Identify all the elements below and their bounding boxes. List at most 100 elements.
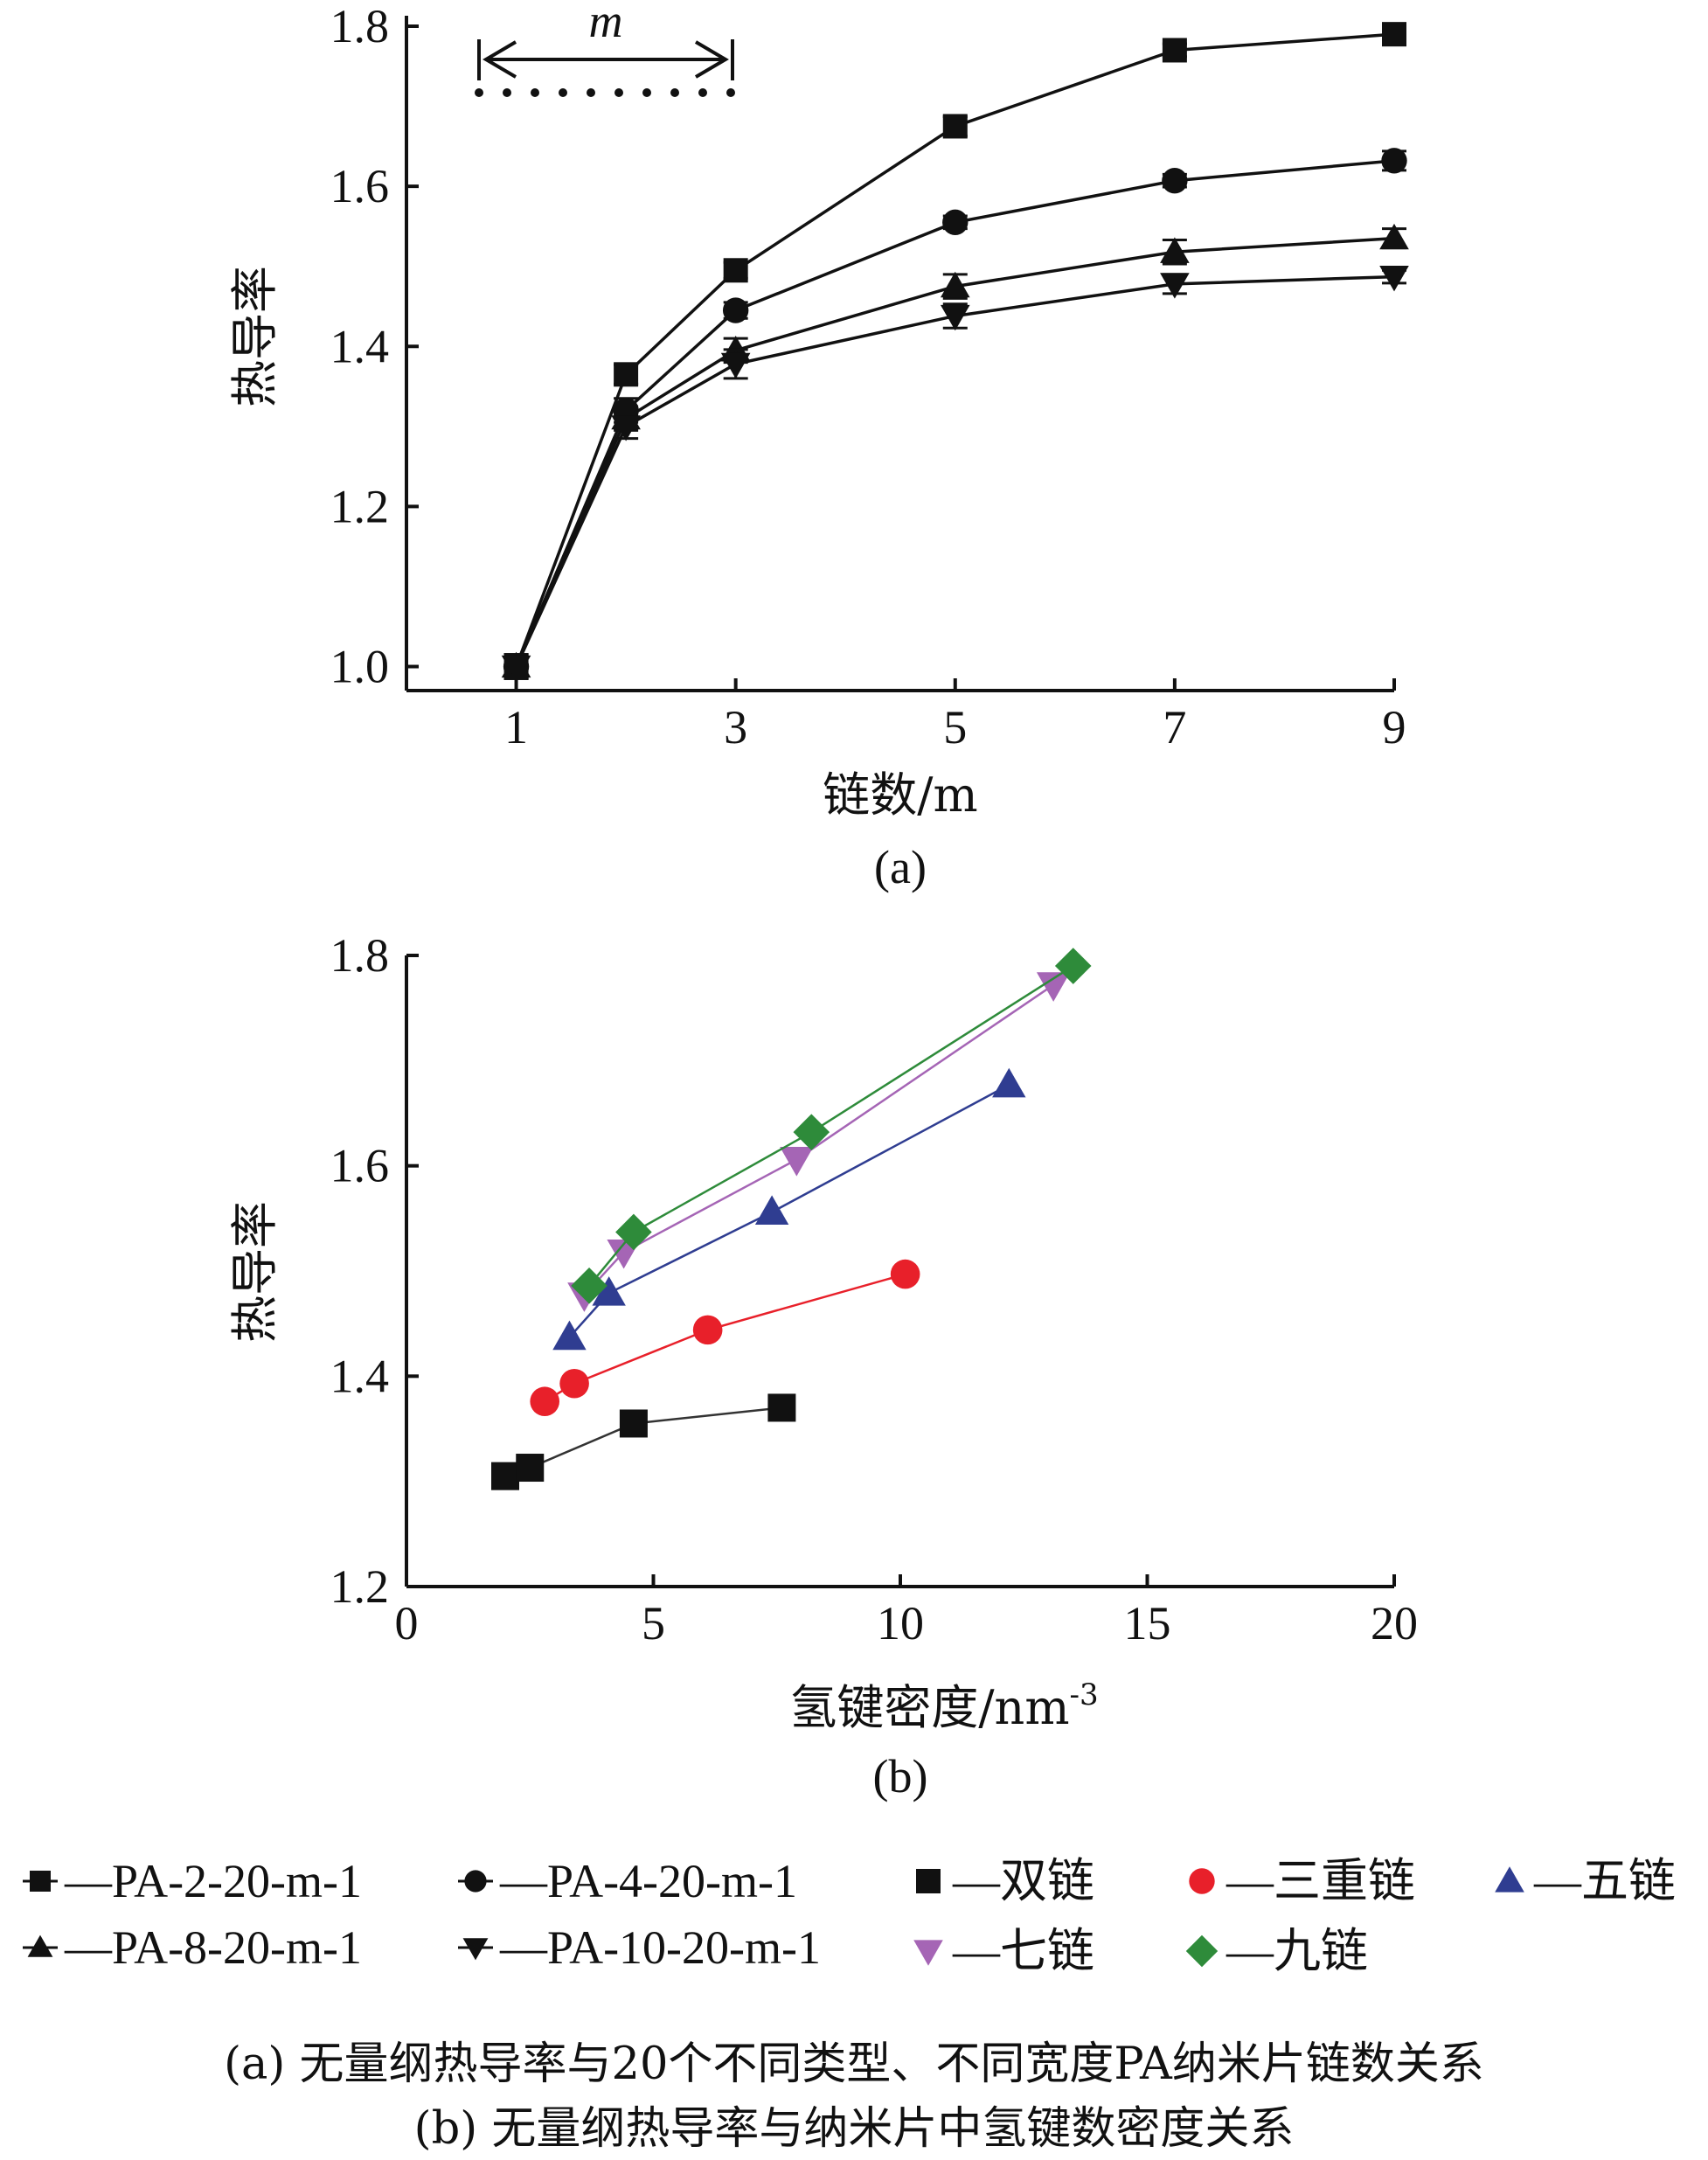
chart-b-point-4 — [780, 1147, 814, 1177]
chart-b-x-axis-title-sup: -3 — [1070, 1677, 1099, 1712]
chart-b-panel-label: (b) — [873, 1750, 928, 1802]
chart-b-x-tick-label: 20 — [1371, 1597, 1418, 1650]
legend-b-label-3: —五链 — [1533, 1855, 1676, 1907]
legend-a-marker-2 — [464, 1870, 487, 1893]
caption-a: (a) 无量纲热导率与20个不同类型、不同宽度PA纳米片链数关系 — [224, 2038, 1484, 2090]
chart-b-y-tick-label: 1.6 — [330, 1140, 390, 1192]
inset-arrow-head-right — [694, 40, 729, 79]
chart-b-point-3 — [552, 1320, 587, 1351]
chart-b-x-tick-label: 0 — [395, 1597, 419, 1650]
inset-dot — [670, 88, 679, 97]
chart-a-x-axis-title: 链数/m — [823, 767, 977, 823]
inset-arrow-head-left — [483, 40, 517, 79]
chart-b-x-tick-label: 5 — [642, 1597, 665, 1650]
inset-dot — [531, 88, 539, 97]
chart-a-point-4 — [1160, 273, 1190, 299]
chart-b-series-line-4 — [583, 983, 1054, 1296]
legend-a-marker-1 — [30, 1871, 51, 1892]
chart-a-point-1 — [723, 258, 748, 283]
legend-b-marker-5 — [1185, 1934, 1219, 1968]
chart-b-y-axis-title: 热导率 — [227, 1201, 282, 1343]
chart-b-point-1 — [491, 1462, 519, 1490]
chart-b-point-1 — [516, 1454, 545, 1483]
chart-a-series-line-3 — [514, 236, 1395, 668]
chart-a-point-3 — [1379, 223, 1409, 250]
chart-a-y-tick-label: 1.4 — [330, 320, 390, 372]
legend-a-marker-3 — [27, 1934, 53, 1957]
chart-b-point-1 — [767, 1393, 796, 1422]
chart-b-y-tick-label: 1.2 — [330, 1560, 390, 1613]
chart-b-point-5 — [1054, 948, 1092, 984]
chart-b-x-tick-label: 15 — [1124, 1597, 1171, 1650]
chart-a-inset-indicator: m — [475, 0, 735, 97]
chart-a-inset-label: m — [589, 0, 623, 47]
chart-a-point-4 — [940, 304, 970, 331]
chart-a-y-tick-label: 1.6 — [330, 160, 390, 212]
inset-dot — [698, 88, 707, 97]
chart-b-point-5 — [615, 1213, 652, 1251]
legend-a-label-3: —PA-8-20-m-1 — [64, 1921, 362, 1974]
chart-a-x-tick-label: 7 — [1163, 701, 1186, 754]
chart-b-series-line-2 — [544, 1273, 906, 1403]
chart-b-point-3 — [754, 1195, 789, 1226]
chart-a-point-1 — [1382, 22, 1406, 47]
chart-b-x-axis-title-main: 氢键密度/nm — [789, 1680, 1069, 1735]
chart-b-point-3 — [592, 1276, 626, 1306]
chart-a-point-3 — [1160, 237, 1190, 263]
legend-b-marker-1 — [916, 1869, 941, 1893]
inset-dot — [559, 88, 567, 97]
chart-a-x-tick-label: 9 — [1383, 701, 1406, 754]
legend-a-marker-4 — [462, 1938, 489, 1961]
chart-a-point-2 — [1162, 168, 1188, 194]
inset-dot — [642, 88, 651, 97]
legend: —PA-2-20-m-1 —PA-4-20-m-1 —PA-8-20-m-1 —PA-… — [23, 1855, 1676, 1977]
chart-a-point-4 — [720, 352, 751, 379]
chart-a-y-tick-label: 1.2 — [330, 480, 390, 532]
legend-b-marker-4 — [913, 1940, 943, 1966]
inset-dot — [475, 88, 483, 97]
chart-a-panel-label: (a) — [874, 841, 927, 893]
chart-a-point-2 — [942, 209, 969, 236]
chart-a-x-tick-label: 1 — [504, 701, 528, 754]
chart-b-point-1 — [619, 1409, 648, 1438]
caption-b: (b) 无量纲热导率与纳米片中氢键数密度关系 — [414, 2103, 1295, 2155]
chart-a-point-4 — [501, 655, 531, 682]
chart-b-axes: 1.2 1.4 1.6 1.8 0 5 10 15 20 — [330, 929, 1419, 1650]
inset-dot — [587, 88, 595, 97]
chart-b-point-2 — [890, 1259, 920, 1289]
chart-a-point-4 — [1379, 266, 1409, 292]
chart-a-series-group — [501, 22, 1409, 682]
chart-b-y-tick-label: 1.8 — [330, 929, 390, 982]
legend-a-label-4: —PA-10-20-m-1 — [499, 1921, 821, 1974]
chart-b-series-group — [491, 948, 1092, 1490]
inset-dot — [614, 88, 623, 97]
legend-b-label-4: —七链 — [952, 1925, 1094, 1977]
chart-b-x-axis-title: 氢键密度/nm-3 — [789, 1677, 1098, 1735]
legend-b-label-1: —双链 — [952, 1855, 1094, 1907]
chart-b-point-2 — [530, 1386, 559, 1417]
chart-panel-b: 1.2 1.4 1.6 1.8 0 5 10 15 20 热导率 氢键密度/nm-3 (b) — [227, 929, 1418, 1802]
chart-b-point-2 — [559, 1368, 589, 1399]
chart-a-point-4 — [611, 415, 641, 441]
chart-a-x-tick-label: 5 — [943, 701, 967, 754]
legend-b-label-5: —九链 — [1225, 1925, 1368, 1977]
chart-a-point-1 — [942, 114, 968, 139]
inset-dot — [503, 88, 511, 97]
chart-a-point-1 — [614, 362, 639, 387]
chart-a-point-3 — [940, 271, 970, 298]
chart-a-point-2 — [722, 297, 749, 323]
chart-a-point-1 — [1162, 38, 1187, 63]
chart-a-y-tick-label: 1.0 — [330, 641, 390, 693]
chart-a-x-tick-label: 3 — [724, 701, 747, 754]
chart-b-series-line-3 — [568, 1083, 1010, 1338]
chart-a-y-axis-title: 热导率 — [227, 266, 282, 407]
chart-b-point-2 — [692, 1315, 723, 1345]
chart-a-point-2 — [1381, 148, 1407, 174]
inset-dot — [726, 88, 735, 97]
chart-a-series-line-4 — [514, 274, 1395, 668]
chart-b-point-5 — [571, 1268, 608, 1304]
legend-b-label-2: —三重链 — [1225, 1855, 1415, 1907]
chart-b-point-3 — [992, 1067, 1026, 1098]
chart-b-series-line-5 — [588, 964, 1074, 1287]
legend-a-label-1: —PA-2-20-m-1 — [64, 1855, 362, 1907]
